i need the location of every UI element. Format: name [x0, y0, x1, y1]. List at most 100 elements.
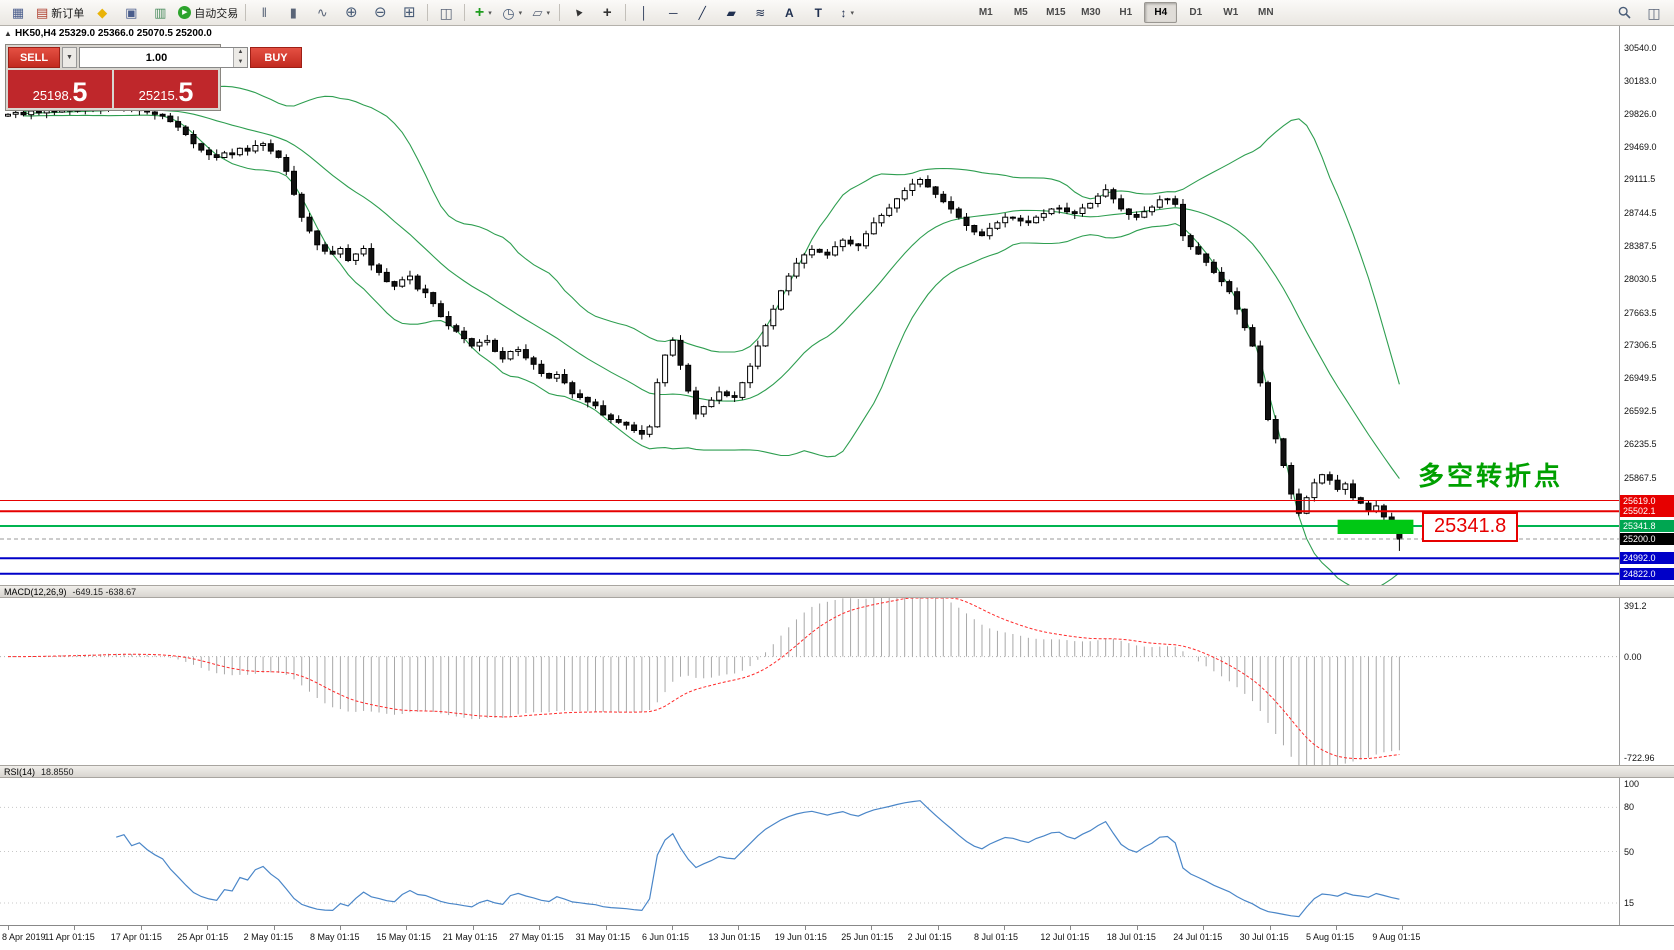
order-icon: ▤	[36, 5, 49, 20]
chart-window: ▲ HK50,H4 25329.0 25366.0 25070.5 25200.…	[0, 26, 1674, 950]
time-axis-tick	[1070, 926, 1072, 930]
time-axis-label: 15 May 01:15	[376, 932, 431, 942]
market-watch-button[interactable]: ▣	[117, 2, 145, 24]
timeframe-button-h1[interactable]: H1	[1119, 7, 1133, 18]
cursor-button[interactable]: ▲	[564, 2, 592, 24]
timeframe-button-m5[interactable]: M5	[1013, 7, 1028, 18]
rsi-value: 18.8550	[41, 766, 74, 777]
data-window-button[interactable]: ▥	[146, 2, 174, 24]
macd-axis-zero: 0.00	[1624, 651, 1642, 662]
time-axis[interactable]: 8 Apr 2019 11 Apr 01:15 17 Apr 01:15 25 Apr…	[0, 925, 1674, 950]
volume-input[interactable]	[80, 48, 233, 67]
timeframe-button-mn[interactable]: MN	[1258, 7, 1274, 18]
plus-icon: +	[474, 3, 485, 21]
line-icon: ∿	[316, 5, 328, 20]
price-axis-label: 26235.5	[1624, 438, 1657, 449]
arrows-button[interactable]: ↕ ▾	[833, 2, 861, 24]
time-axis-tick	[1402, 926, 1404, 930]
new-order-button[interactable]: ▤ 新订单	[33, 2, 87, 24]
windows-button[interactable]: ◫	[1640, 2, 1668, 24]
volume-spinner: ▲ ▼	[233, 48, 247, 67]
rsi-chart[interactable]	[0, 778, 1620, 925]
bollinger-bands	[23, 85, 1400, 585]
time-axis-label: 17 Apr 01:15	[110, 932, 162, 942]
zoom-in-button[interactable]: ⊕	[337, 2, 365, 24]
main-chart[interactable]	[0, 26, 1620, 585]
order-type-dropdown[interactable]: ▼	[62, 47, 77, 68]
spinner-up-icon[interactable]: ▲	[234, 48, 247, 58]
time-axis-label: 13 Jun 01:15	[708, 932, 761, 942]
time-axis-label: 8 May 01:15	[310, 932, 360, 942]
time-axis-label: 2 May 01:15	[243, 932, 294, 942]
fibonacci-button[interactable]: ≋	[746, 2, 774, 24]
timeframe-button-d1[interactable]: D1	[1189, 7, 1203, 18]
time-axis-label: 8 Apr 2019	[2, 932, 46, 942]
timeframe-button-m15[interactable]: M15	[1046, 7, 1066, 18]
time-axis-label: 9 Aug 01:15	[1372, 932, 1421, 942]
grid-button[interactable]: ⊞	[395, 2, 423, 24]
line-chart-button[interactable]: ∿	[308, 2, 336, 24]
tile-windows-button[interactable]: ◫	[432, 2, 460, 24]
time-axis-label: 25 Jun 01:15	[841, 932, 894, 942]
channel-button[interactable]: ▰	[717, 2, 745, 24]
panel-icon: ▥	[154, 5, 167, 20]
price-axis-label: 26592.5	[1624, 406, 1657, 416]
time-axis-label: 11 Apr 01:15	[44, 932, 95, 942]
buy-price-box[interactable]: 25215. 5	[114, 70, 218, 108]
time-axis-label: 19 Jun 01:15	[774, 932, 827, 942]
time-axis-tick	[472, 926, 474, 930]
trendline-button[interactable]: ╱	[688, 2, 716, 24]
time-axis-tick	[871, 926, 873, 930]
profile-button[interactable]: ◆	[88, 2, 116, 24]
time-axis-tick	[8, 926, 9, 930]
indicators-button[interactable]: + ▾	[469, 2, 497, 24]
toolbar-separator	[559, 4, 561, 21]
chart-annotation-text: 多空转折点	[1418, 461, 1564, 491]
timeframe-button-w1[interactable]: W1	[1223, 7, 1239, 18]
label-button[interactable]: T	[804, 2, 832, 24]
rsi-panel-separator[interactable]: RSI(14) 18.8550	[0, 765, 1674, 778]
toolbar-separator	[427, 4, 429, 21]
new-chart-button[interactable]: ▦	[4, 2, 32, 24]
timeframe-button-m1[interactable]: M1	[978, 7, 993, 18]
templates-button[interactable]: ▱ ▾	[527, 2, 555, 24]
zoom-out-button[interactable]: ⊖	[366, 2, 394, 24]
rsi-label: RSI(14)	[4, 766, 36, 777]
chevron-down-icon: ▼	[66, 54, 73, 61]
sell-button[interactable]: SELL	[8, 47, 60, 68]
bars-chart-button[interactable]: ‖	[250, 2, 278, 24]
price-axis-label: 27306.5	[1624, 340, 1657, 351]
time-axis-label: 27 May 01:15	[509, 932, 564, 942]
time-axis-label: 12 Jul 01:15	[1040, 932, 1090, 942]
time-axis-tick	[539, 926, 541, 930]
timeframe-button-h4[interactable]: H4	[1144, 2, 1178, 23]
buy-button[interactable]: BUY	[250, 47, 302, 68]
chart-icon: ▦	[11, 5, 25, 20]
one-click-collapse-icon[interactable]: ▲	[4, 29, 12, 38]
crosshair-button[interactable]: +	[593, 2, 621, 24]
buy-price-main: 25215.	[138, 88, 179, 103]
time-axis-tick	[1136, 926, 1138, 930]
price-axis-label: 28387.5	[1624, 240, 1657, 251]
candles-chart-button[interactable]: ▮	[279, 2, 307, 24]
time-axis-tick	[406, 926, 408, 930]
timeframe-button-m30[interactable]: M30	[1081, 7, 1101, 18]
macd-panel-separator[interactable]: MACD(12,26,9) -649.15 -638.67	[0, 585, 1674, 598]
price-axis[interactable]: 30540.0 30183.0 29826.0 29469.0 29111.5 28744…	[1619, 26, 1674, 949]
macd-chart[interactable]	[0, 598, 1620, 765]
spinner-down-icon[interactable]: ▼	[234, 57, 247, 67]
new-order-label: 新订单	[51, 7, 85, 20]
search-button[interactable]	[1610, 2, 1638, 24]
periods-button[interactable]: ◷ ▾	[498, 2, 526, 24]
price-level-tag: 25502.1	[1620, 505, 1674, 518]
text-button[interactable]: A	[775, 2, 803, 24]
sell-price-box[interactable]: 25198. 5	[8, 70, 112, 108]
autotrade-button[interactable]: ▶ 自动交易	[175, 2, 241, 24]
toolbar-separator	[464, 4, 466, 21]
horizontal-line-button[interactable]: ─	[659, 2, 687, 24]
level-lines[interactable]	[0, 500, 1620, 575]
time-axis-label: 24 Jul 01:15	[1173, 932, 1223, 942]
time-axis-tick	[1336, 926, 1337, 930]
vertical-line-button[interactable]: │	[630, 2, 658, 24]
highlight-zone[interactable]	[1337, 519, 1414, 534]
